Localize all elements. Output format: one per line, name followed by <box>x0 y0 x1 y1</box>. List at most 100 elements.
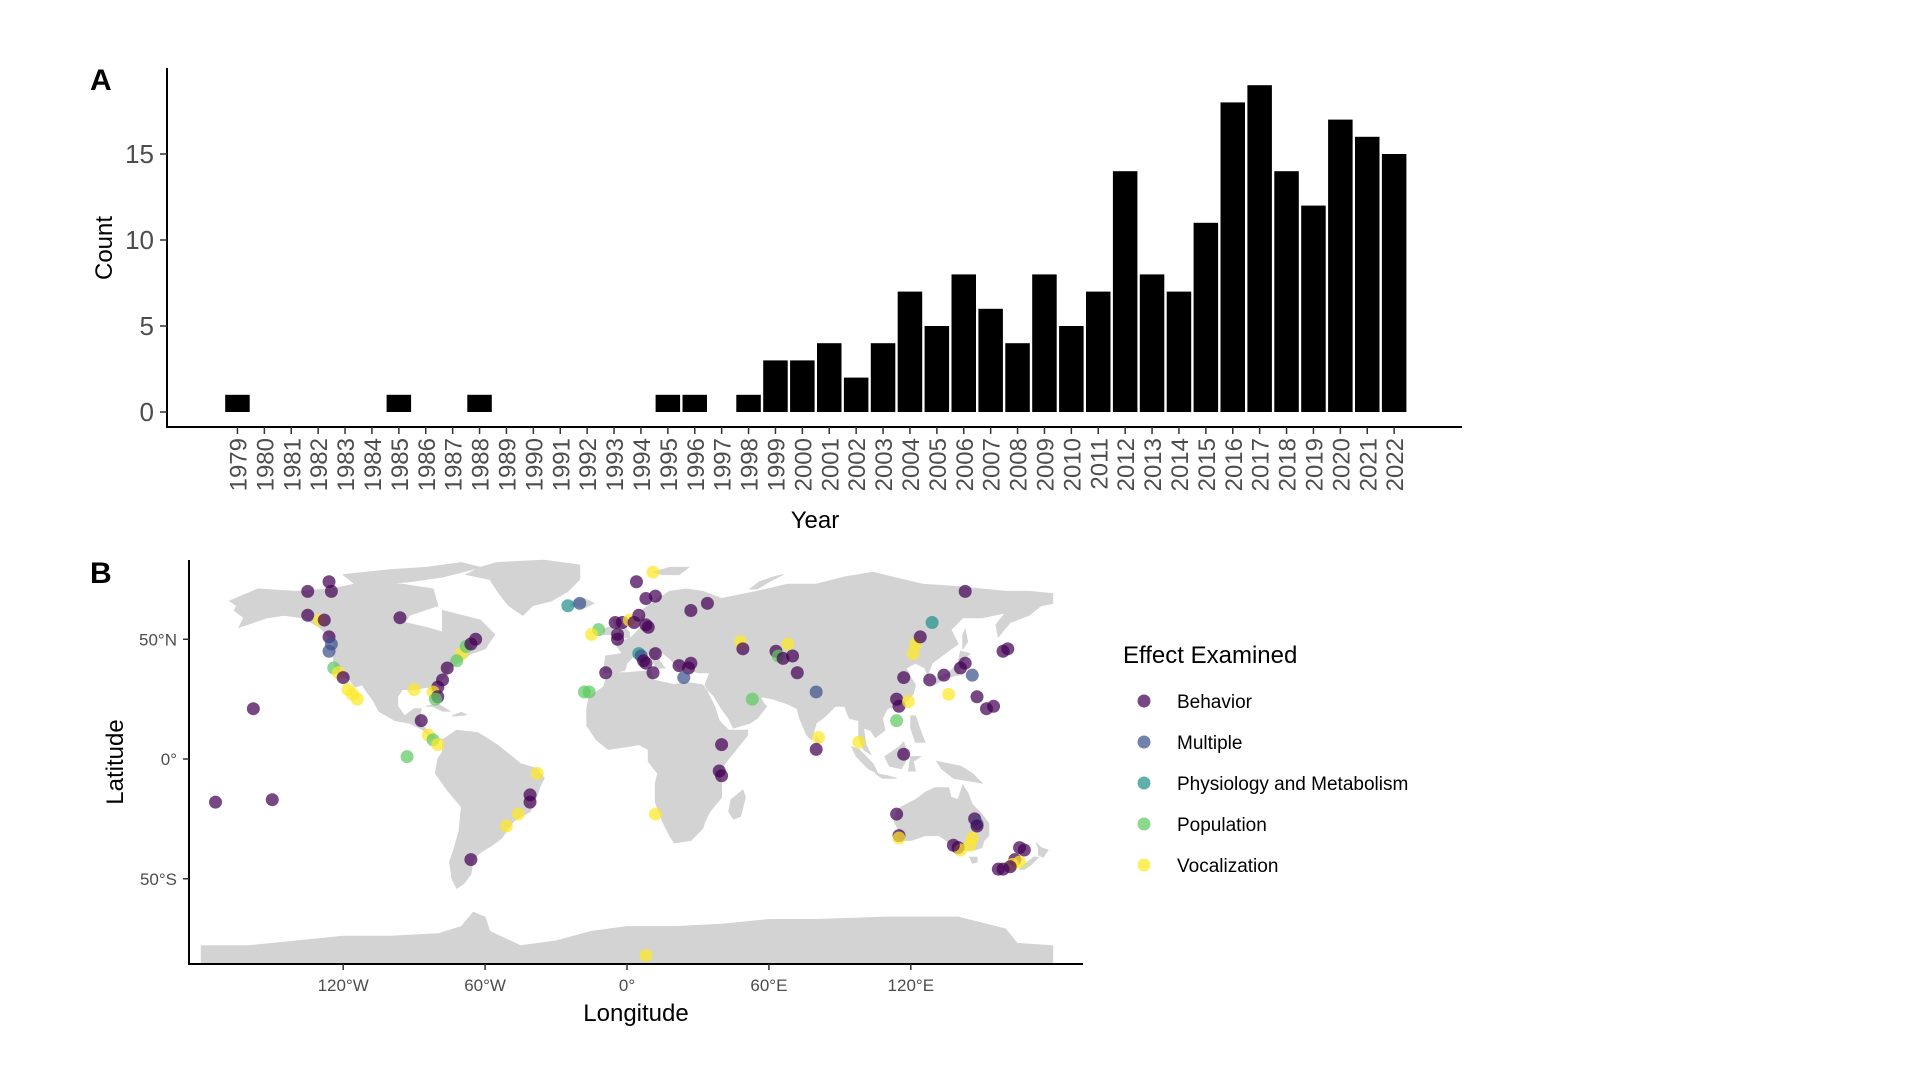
point-behavior <box>684 604 698 618</box>
land-new-guinea <box>935 760 984 784</box>
land-novaya-zemlya <box>748 574 784 590</box>
point-behavior <box>958 656 972 670</box>
x-tick-label: 1995 <box>656 438 683 491</box>
land-hispaniola <box>451 711 468 717</box>
point-behavior <box>913 630 927 644</box>
x-tick-label: 1983 <box>333 438 360 491</box>
y-tick-label: 15 <box>125 139 154 169</box>
map-y-ticks-group: 50°N 0° 50°S <box>139 630 189 889</box>
land-new-zealand-north <box>1035 842 1049 858</box>
point-population <box>745 692 759 706</box>
point-behavior <box>970 690 984 704</box>
map-x-tick-label: 60°E <box>750 976 787 995</box>
point-population <box>582 685 596 699</box>
x-tick-label: 2016 <box>1221 438 1248 491</box>
map-x-tick-label: 120°W <box>318 976 369 995</box>
point-behavior <box>336 671 350 685</box>
point-vocalization <box>646 565 660 579</box>
point-behavior <box>632 608 646 622</box>
land-madagascar <box>728 789 746 820</box>
point-behavior <box>970 819 984 833</box>
world-land-layer <box>200 559 1054 964</box>
bar-y-axis-title: Count <box>91 216 118 280</box>
x-tick-label: 1992 <box>575 438 602 491</box>
x-tick-label: 1999 <box>763 438 790 491</box>
x-tick-label: 1997 <box>710 438 737 491</box>
legend-items: Behavior Multiple Physiology and Metabolis… <box>1137 692 1408 877</box>
x-tick-label: 1982 <box>306 438 333 491</box>
point-behavior <box>393 611 407 625</box>
point-behavior <box>700 596 714 610</box>
point-vocalization <box>892 831 906 845</box>
point-behavior <box>324 584 338 598</box>
point-vocalization <box>585 627 599 641</box>
land-sumatra <box>850 746 879 775</box>
bar-2005 <box>924 326 950 412</box>
map-x-ticks-group: 120°W 60°W 0° 60°E 120°E <box>318 964 934 995</box>
map-panel: 50°N 0° 50°S 120°W 60°W 0° 60°E 120°E Longitud… <box>102 559 1083 1027</box>
x-tick-label: 2006 <box>952 438 979 491</box>
panel-a-label: A <box>90 64 112 97</box>
bar-2018 <box>1274 171 1299 412</box>
x-tick-label: 1986 <box>414 438 441 491</box>
bar-2004 <box>897 291 923 412</box>
x-tick-label: 2009 <box>1032 438 1059 491</box>
x-tick-label: 2012 <box>1113 438 1140 491</box>
bar-2020 <box>1328 119 1353 412</box>
point-multiple <box>677 671 691 685</box>
land-australia <box>893 784 990 851</box>
point-behavior <box>897 747 911 761</box>
point-behavior <box>464 853 478 867</box>
point-behavior <box>414 714 428 728</box>
point-vocalization <box>852 735 866 749</box>
map-y-tick-label: 50°N <box>139 630 177 649</box>
legend-swatch-behavior <box>1137 694 1151 708</box>
point-behavior <box>890 807 904 821</box>
x-tick-label: 1984 <box>360 438 387 491</box>
point-behavior <box>958 584 972 598</box>
x-tick-label: 2005 <box>925 438 952 491</box>
y-tick-label: 5 <box>140 311 154 341</box>
point-behavior <box>469 632 483 646</box>
x-tick-label: 1979 <box>225 438 252 491</box>
point-vocalization <box>407 683 421 697</box>
map-y-tick-label: 0° <box>161 750 177 769</box>
point-behavior <box>648 647 662 661</box>
point-behavior <box>648 589 662 603</box>
bar-1985 <box>386 394 412 412</box>
bar-2019 <box>1301 205 1326 412</box>
point-behavior <box>599 666 613 680</box>
legend-label: Multiple <box>1177 733 1242 754</box>
land-philippines <box>910 715 926 743</box>
bar-2006 <box>951 274 976 412</box>
point-population <box>428 692 442 706</box>
x-tick-label: 2018 <box>1275 438 1302 491</box>
x-tick-label: 2002 <box>844 438 871 491</box>
point-behavior <box>1017 843 1031 857</box>
bar-2000 <box>790 360 815 412</box>
point-vocalization <box>812 730 826 744</box>
x-tick-label: 2014 <box>1167 438 1194 491</box>
bar-1995 <box>655 394 681 412</box>
land-south-america <box>434 729 545 890</box>
legend-swatch-physiology-and-metabolism <box>1137 776 1151 790</box>
point-behavior <box>991 862 1005 876</box>
x-tick-label: 1980 <box>252 438 279 491</box>
point-behavior <box>301 608 315 622</box>
point-vocalization <box>639 948 653 962</box>
legend-label: Vocalization <box>1177 856 1278 877</box>
point-vocalization <box>781 637 795 651</box>
point-behavior <box>246 702 260 716</box>
map-x-tick-label: 0° <box>619 976 635 995</box>
land-svalbard <box>651 566 690 576</box>
x-tick-label: 1989 <box>494 438 521 491</box>
point-behavior <box>629 575 643 589</box>
point-population <box>890 714 904 728</box>
point-vocalization <box>431 738 445 752</box>
bar-1988 <box>467 394 492 412</box>
point-vocalization <box>350 692 364 706</box>
legend-title: Effect Examined <box>1123 642 1297 669</box>
x-tick-label: 2004 <box>898 438 925 491</box>
point-behavior <box>987 699 1001 713</box>
